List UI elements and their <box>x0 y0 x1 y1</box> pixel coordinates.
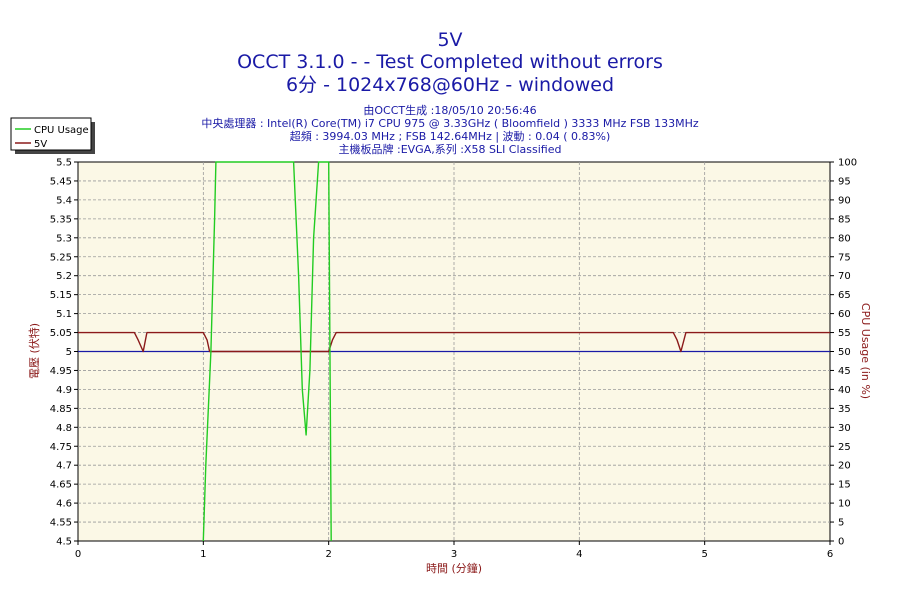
y2-tick-label: 85 <box>838 214 851 225</box>
y2-tick-label: 55 <box>838 328 851 339</box>
y2-tick-label: 60 <box>838 309 851 320</box>
y2-tick-label: 40 <box>838 385 851 396</box>
chart-subtitle-status: OCCT 3.1.0 - - Test Completed without er… <box>237 51 663 73</box>
y-tick-label: 5.3 <box>56 233 72 244</box>
y2-axis-label: CPU Usage (in %) <box>859 303 872 399</box>
y-tick-label: 4.55 <box>50 518 72 529</box>
y2-tick-label: 20 <box>838 461 851 472</box>
y2-tick-label: 35 <box>838 404 851 415</box>
y2-axis-ticks: 0 5 10 15 20 25 30 35 40 45 50 55 60 65 70 75 80 85 90 95 10… <box>830 158 857 548</box>
series-line-5v <box>78 331 830 353</box>
y2-tick-label: 100 <box>838 158 857 169</box>
y-tick-label: 4.85 <box>50 404 72 415</box>
y-tick-label: 5.2 <box>56 271 72 282</box>
y2-tick-label: 5 <box>838 518 844 529</box>
y2-tick-label: 50 <box>838 347 851 358</box>
y-axis-label: 電壓 (伏特) <box>27 323 41 379</box>
y-tick-label: 4.65 <box>50 480 72 491</box>
x-tick-label: 3 <box>451 549 457 560</box>
y2-tick-label: 10 <box>838 499 851 510</box>
x-axis-ticks: 0 1 2 3 4 5 6 <box>75 541 833 560</box>
x-tick-label: 0 <box>75 549 81 560</box>
y-tick-label: 5.5 <box>56 158 72 169</box>
y-tick-label: 5 <box>66 347 72 358</box>
y2-tick-label: 25 <box>838 442 851 453</box>
y2-tick-label: 70 <box>838 271 851 282</box>
x-tick-label: 5 <box>701 549 707 560</box>
chart-subtitle-duration: 6分 - 1024x768@60Hz - windowed <box>286 74 614 96</box>
y2-tick-label: 90 <box>838 195 851 206</box>
y2-tick-label: 15 <box>838 480 851 491</box>
y-tick-label: 5.15 <box>50 290 72 301</box>
series-lines <box>78 161 830 542</box>
series-line-cpu-usage <box>202 161 332 542</box>
info-generated: 由OCCT生成 :18/05/10 20:56:46 <box>363 103 536 117</box>
y-tick-label: 5.4 <box>56 195 72 206</box>
y-tick-label: 4.6 <box>56 499 72 510</box>
y-tick-label: 4.9 <box>56 385 72 396</box>
y2-tick-label: 95 <box>838 176 851 187</box>
y-tick-label: 5.35 <box>50 214 72 225</box>
x-tick-label: 1 <box>200 549 206 560</box>
x-tick-label: 6 <box>827 549 833 560</box>
y2-tick-label: 75 <box>838 252 851 263</box>
legend-box <box>10 117 92 151</box>
legend: CPU Usage 5V <box>10 117 95 154</box>
y-tick-label: 4.5 <box>56 537 72 548</box>
info-overclock: 超頻 : 3994.03 MHz ; FSB 142.64MHz | 波動 : … <box>290 129 611 143</box>
y-axis-ticks: 4.5 4.55 4.6 4.65 4.7 4.75 4.8 4.85 4.9 4.95 5 5.05… <box>50 158 78 548</box>
y2-tick-label: 80 <box>838 233 851 244</box>
y2-tick-label: 30 <box>838 423 851 434</box>
legend-label-5v: 5V <box>34 139 47 150</box>
y-tick-label: 4.75 <box>50 442 72 453</box>
y-tick-label: 5.1 <box>56 309 72 320</box>
y-tick-label: 4.7 <box>56 461 72 472</box>
y-tick-label: 5.05 <box>50 328 72 339</box>
legend-label-cpu-usage: CPU Usage <box>34 125 89 136</box>
y2-tick-label: 65 <box>838 290 851 301</box>
chart-title: 5V <box>437 29 462 51</box>
y-tick-label: 5.25 <box>50 252 72 263</box>
y-tick-label: 5.45 <box>50 176 72 187</box>
x-tick-label: 4 <box>576 549 582 560</box>
info-motherboard: 主機板品牌 :EVGA,系列 :X58 SLI Classified <box>339 142 562 156</box>
y2-tick-label: 45 <box>838 366 851 377</box>
x-axis-label: 時間 (分鐘) <box>426 561 482 575</box>
y-tick-label: 4.8 <box>56 423 72 434</box>
x-tick-label: 2 <box>325 549 331 560</box>
y2-tick-label: 0 <box>838 537 844 548</box>
info-cpu: 中央處理器 : Intel(R) Core(TM) i7 CPU 975 @ 3… <box>201 116 699 130</box>
y-tick-label: 4.95 <box>50 366 72 377</box>
